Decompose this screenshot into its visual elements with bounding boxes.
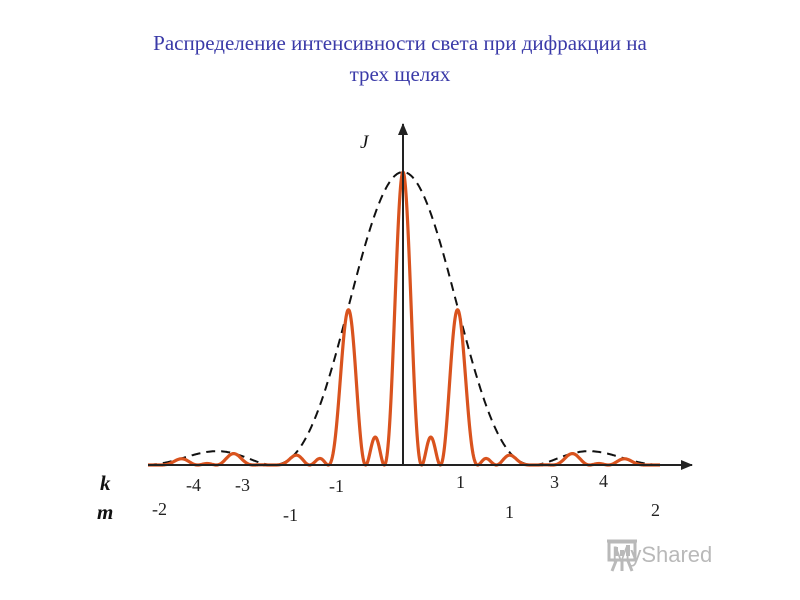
watermark: MyShared (606, 537, 712, 573)
k-tick: 1 (456, 472, 465, 492)
presentation-board-icon (607, 539, 637, 572)
k-row-label: k (100, 471, 111, 495)
m-tick: 1 (505, 502, 514, 522)
m-tick: -1 (283, 505, 298, 525)
m-tick: 2 (651, 500, 660, 520)
title-line-2: трех щелях (349, 62, 451, 86)
y-axis-label: J (360, 132, 370, 153)
page-title: Распределение интенсивности света при ди… (0, 28, 800, 90)
k-tick: -3 (235, 475, 250, 495)
k-tick: 4 (599, 471, 608, 491)
title-line-1: Распределение интенсивности света при ди… (153, 31, 647, 55)
m-tick: -2 (152, 499, 167, 519)
m-row-label: m (97, 500, 113, 524)
k-tick: 3 (550, 472, 559, 492)
k-tick: -4 (186, 475, 201, 495)
k-tick: -1 (329, 476, 344, 496)
